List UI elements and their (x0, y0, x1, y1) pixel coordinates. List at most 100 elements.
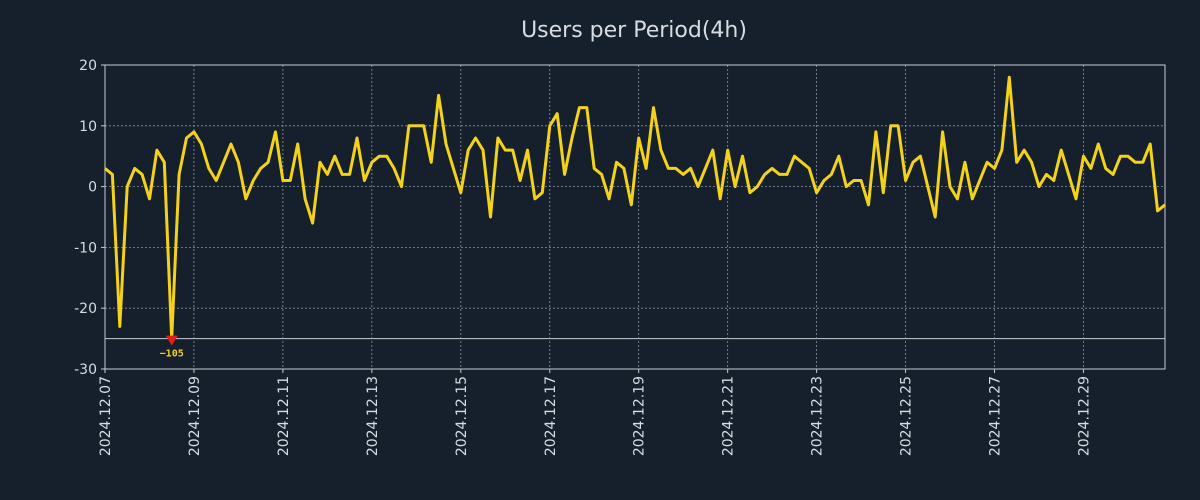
data-point (193, 131, 195, 133)
data-point (549, 125, 551, 127)
data-point (1156, 210, 1158, 212)
x-tick-label: 2024.12.27 (988, 376, 1004, 456)
x-tick-label: 2024.12.11 (276, 376, 292, 456)
data-point (297, 143, 299, 145)
data-point (363, 179, 365, 181)
data-point (897, 125, 899, 127)
data-point (437, 94, 439, 96)
data-point (704, 167, 706, 169)
data-point (852, 179, 854, 181)
data-point (460, 191, 462, 193)
data-point (200, 143, 202, 145)
data-point (682, 173, 684, 175)
data-point (830, 173, 832, 175)
data-point (667, 167, 669, 169)
data-point (282, 179, 284, 181)
data-point (1038, 185, 1040, 187)
data-point (904, 179, 906, 181)
data-point (867, 204, 869, 206)
data-point (971, 198, 973, 200)
data-point (571, 137, 573, 139)
data-point (600, 173, 602, 175)
data-point (497, 137, 499, 139)
data-point (749, 191, 751, 193)
data-point (993, 167, 995, 169)
x-tick-label: 2024.12.21 (721, 376, 737, 456)
data-point (1001, 149, 1003, 151)
data-point (808, 167, 810, 169)
data-point (274, 131, 276, 133)
data-point (519, 179, 521, 181)
data-point (934, 216, 936, 218)
y-tick-label: -10 (74, 240, 97, 256)
x-tick-label: 2024.12.17 (543, 376, 559, 456)
data-point (734, 185, 736, 187)
data-point (467, 149, 469, 151)
x-tick-label: 2024.12.19 (632, 376, 648, 456)
data-point (371, 161, 373, 163)
data-point (423, 125, 425, 127)
min-marker-label: −105 (160, 349, 184, 360)
data-point (726, 149, 728, 151)
plot-frame (104, 64, 1166, 370)
data-point (111, 173, 113, 175)
data-point (860, 179, 862, 181)
data-point (252, 179, 254, 181)
data-point (237, 161, 239, 163)
data-point (623, 167, 625, 169)
data-point (941, 131, 943, 133)
data-point (608, 198, 610, 200)
data-point (645, 167, 647, 169)
data-point (949, 185, 951, 187)
x-tick-label: 2024.12.25 (899, 376, 915, 456)
data-point (356, 137, 358, 139)
data-point (593, 167, 595, 169)
x-tick-label: 2024.12.07 (98, 376, 114, 456)
data-point (1082, 155, 1084, 157)
data-point (882, 191, 884, 193)
data-point (1067, 173, 1069, 175)
y-tick-label: -20 (74, 301, 97, 317)
data-point (267, 161, 269, 163)
data-point (1134, 161, 1136, 163)
data-point (415, 125, 417, 127)
data-point (430, 161, 432, 163)
data-point (1045, 173, 1047, 175)
y-tick-label: 20 (79, 58, 97, 74)
data-point (119, 325, 121, 327)
data-point (586, 106, 588, 108)
data-point (919, 155, 921, 157)
data-point (1016, 161, 1018, 163)
data-point (978, 179, 980, 181)
data-point (348, 173, 350, 175)
data-point (541, 191, 543, 193)
series-layer (104, 75, 1166, 341)
data-point (801, 161, 803, 163)
y-tick-label: 0 (88, 180, 97, 196)
data-point (148, 198, 150, 200)
data-point (319, 161, 321, 163)
data-point (341, 173, 343, 175)
data-point (712, 149, 714, 151)
data-point (615, 161, 617, 163)
data-point (1164, 204, 1166, 206)
data-point (660, 149, 662, 151)
data-point (1053, 179, 1055, 181)
data-point (786, 173, 788, 175)
data-point (823, 179, 825, 181)
data-point (719, 198, 721, 200)
data-point (400, 185, 402, 187)
data-point (1023, 149, 1025, 151)
y-tick-label: 10 (79, 119, 97, 135)
grid-layer (105, 65, 1165, 369)
data-point (1008, 76, 1010, 78)
data-point (556, 112, 558, 114)
data-point (215, 179, 217, 181)
x-tick-label: 2024.12.09 (187, 376, 203, 456)
data-point (1090, 167, 1092, 169)
data-point (504, 149, 506, 151)
data-point (756, 185, 758, 187)
